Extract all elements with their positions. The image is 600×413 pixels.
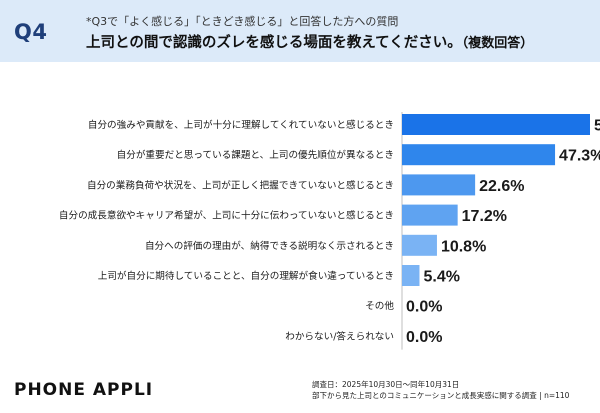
data-label: 0.0% <box>406 329 442 346</box>
question-subtitle: *Q3で「よく感じる」「ときどき感じる」と回答した方への質問 <box>86 15 399 28</box>
bar <box>402 174 476 196</box>
data-label: 5.4% <box>423 269 459 286</box>
survey-source: 調査日：2025年10月30日～同年10月31日 部下から見た上司とのコミュニケ… <box>312 379 569 401</box>
data-label: 17.2% <box>462 208 507 225</box>
data-label: 10.8% <box>441 238 486 255</box>
bar <box>402 114 590 135</box>
category-label: 上司が自分に期待していることと、自分の理解が食い違っているとき <box>98 270 394 282</box>
survey-description: 部下から見た上司とのコミュニケーションと成長実感に関する調査 | n=110 <box>312 391 570 400</box>
category-label: 自分の強みや貢献を、上司が十分に理解してくれていないと感じるとき <box>88 119 394 131</box>
data-label: 0.0% <box>406 299 442 316</box>
bar <box>402 144 556 166</box>
bar <box>402 234 437 256</box>
survey-date: 調査日：2025年10月30日～同年10月31日 <box>312 380 460 389</box>
bar <box>402 265 420 286</box>
category-label: 自分の業務負荷や状況を、上司が正しく把握できていないと感じるとき <box>87 179 394 191</box>
category-label: 自分への評価の理由が、納得できる説明なく示されるとき <box>145 240 394 252</box>
category-label: 自分が重要だと思っている課題と、上司の優先順位が異なるとき <box>117 149 394 161</box>
data-label: 58.1% <box>594 118 600 135</box>
bar <box>402 204 458 226</box>
data-label: 22.6% <box>479 178 524 195</box>
data-label: 47.3% <box>559 148 600 165</box>
question-header: Q4 *Q3で「よく感じる」「ときどき感じる」と回答した方への質問 上司との間で… <box>0 0 600 62</box>
category-label: 自分の成長意欲やキャリア希望が、上司に十分に伝わっていないと感じるとき <box>59 210 394 222</box>
question-title-note: （複数回答） <box>461 36 534 51</box>
question-number: Q4 <box>14 20 48 44</box>
category-label: わからない/答えられない <box>285 330 394 342</box>
brand-logo-text: PHONE APPLI <box>14 380 154 400</box>
question-title: 上司との間で認識のズレを感じる場面を教えてください。（複数回答） <box>86 31 533 52</box>
category-label: その他 <box>365 300 394 312</box>
question-title-text: 上司との間で認識のズレを感じる場面を教えてください。 <box>86 35 462 51</box>
